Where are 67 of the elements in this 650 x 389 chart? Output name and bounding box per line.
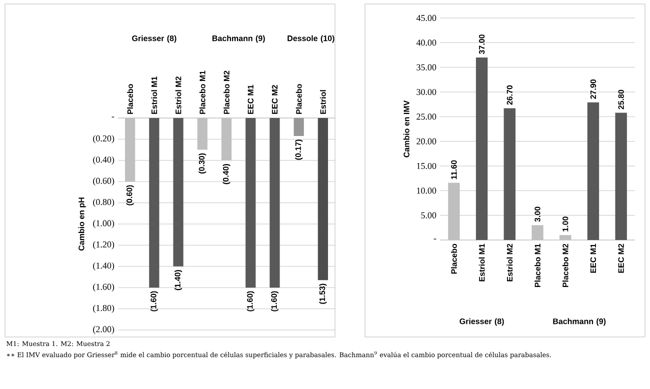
data-label: 3.00 xyxy=(534,206,540,222)
bar xyxy=(476,57,488,240)
data-label: 11.60 xyxy=(451,160,457,180)
x-tick-label: Placebo M2 xyxy=(224,70,230,114)
y-tick-label: (1.20) xyxy=(93,241,114,250)
text: Bachmann (9) xyxy=(212,35,265,43)
x-tick-label: Estriol M1 xyxy=(478,244,485,282)
y-tick-label: (1.00) xyxy=(93,220,114,228)
y-tick-label: (1.40) xyxy=(93,262,114,270)
x-tick-label: Estriol M1 xyxy=(151,76,158,114)
x-tick-label: Placebo xyxy=(127,84,133,114)
text: Bachmann (9) xyxy=(553,318,606,326)
y-tick-label: 30.00 xyxy=(416,88,436,96)
bar xyxy=(587,102,600,240)
data-label: (1.60) xyxy=(270,291,278,312)
data-label: (1.60) xyxy=(150,291,158,312)
bar xyxy=(615,112,627,240)
bar xyxy=(560,235,572,240)
text: Griesser (8) xyxy=(132,35,176,43)
y-tick-label: - xyxy=(112,116,114,118)
x-tick-label: Estriol xyxy=(320,90,326,114)
data-label: 27.90 xyxy=(590,79,596,99)
data-label: (0.60) xyxy=(126,185,134,206)
y-tick-label: 45.00 xyxy=(416,14,436,22)
data-label: (0.40) xyxy=(222,164,230,184)
y-tick-label: 5.00 xyxy=(421,212,436,218)
y-tick-label: (1.80) xyxy=(93,304,114,313)
y-tick-label: (0.80) xyxy=(93,198,114,207)
x-tick-label: Placebo M1 xyxy=(199,70,206,114)
y-axis-title: Cambio en pH xyxy=(78,198,86,251)
data-label: (1.53) xyxy=(319,284,327,304)
y-tick-label: - xyxy=(434,238,436,240)
data-label: 37.00 xyxy=(478,34,485,54)
x-tick-label: EEC M2 xyxy=(618,244,624,273)
y-tick-label: 35.00 xyxy=(416,64,436,70)
text: Dessole (10) xyxy=(288,35,334,43)
x-tick-label: EEC M1 xyxy=(248,84,254,114)
data-label: 1.00 xyxy=(562,216,568,232)
x-tick-label: Estriol M2 xyxy=(175,76,182,114)
x-tick-label: EEC M2 xyxy=(272,85,278,114)
x-tick-label: Placebo xyxy=(450,244,457,274)
data-label: 25.80 xyxy=(618,90,624,110)
x-tick-label: Placebo M2 xyxy=(562,244,568,288)
x-tick-label: Placebo xyxy=(296,84,302,114)
text: Griesser (8) xyxy=(460,318,504,326)
data-label: (0.17) xyxy=(295,140,303,160)
bar xyxy=(504,108,516,240)
y-tick-label: 25.00 xyxy=(416,114,436,120)
y-tick-label: (0.60) xyxy=(93,178,114,186)
bar xyxy=(532,225,544,240)
y-tick-label: 20.00 xyxy=(416,138,436,144)
y-tick-label: 40.00 xyxy=(416,40,436,46)
data-label: 26.70 xyxy=(506,85,512,105)
x-tick-label: EEC M1 xyxy=(590,244,596,273)
data-label: (1.40) xyxy=(174,270,182,290)
bar xyxy=(448,182,460,240)
data-label: (0.30) xyxy=(198,153,206,174)
y-tick-label: (1.60) xyxy=(93,284,114,292)
y-axis-title: Cambio en IMV xyxy=(403,100,410,158)
y-tick-label: (2.00) xyxy=(93,326,114,334)
x-tick-label: Estriol M2 xyxy=(506,244,513,282)
y-tick-label: (0.40) xyxy=(93,156,114,164)
y-tick-label: (0.20) xyxy=(93,135,114,144)
y-tick-label: 15.00 xyxy=(417,162,436,170)
data-label: (1.60) xyxy=(246,291,254,312)
x-tick-label: Placebo M1 xyxy=(534,244,540,288)
y-tick-label: 10.00 xyxy=(417,188,436,194)
